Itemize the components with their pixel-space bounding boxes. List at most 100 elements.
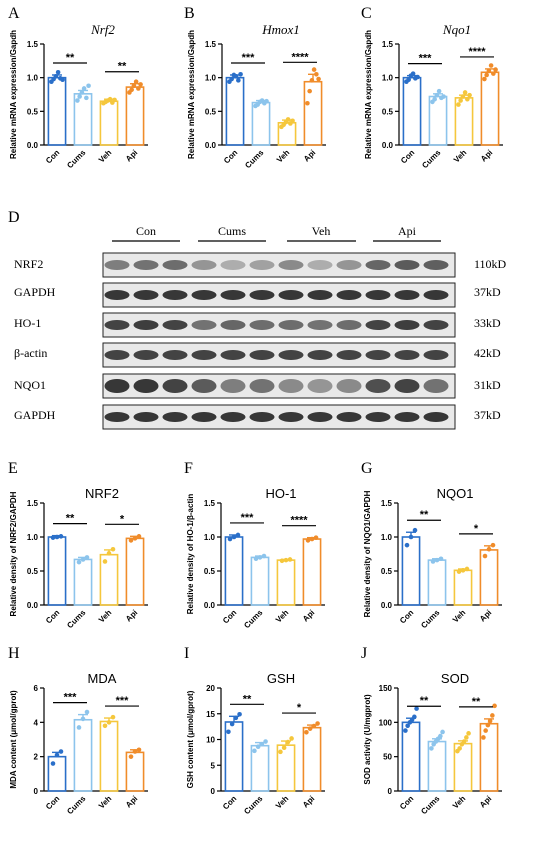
bar (302, 538, 322, 606)
data-point (456, 102, 461, 107)
bar (99, 100, 119, 146)
blot-band (336, 412, 362, 422)
category-label: Api (301, 608, 316, 623)
data-point (53, 74, 59, 79)
blot-band (104, 290, 130, 300)
category-label: Veh (97, 608, 114, 625)
y-tick-label: 4 (34, 718, 39, 727)
category-label: Api (478, 608, 493, 623)
wb-size-label: 33kD (474, 316, 501, 330)
data-point (405, 723, 410, 729)
data-point (482, 76, 487, 82)
y-tick-label: 1.5 (204, 499, 216, 508)
wb-size-label: 42kD (474, 346, 501, 360)
y-tick-label: 1.5 (205, 40, 217, 49)
y-axis-label: SOD activity (U/mgprot) (363, 694, 372, 785)
bar (47, 755, 67, 792)
data-point (415, 74, 420, 80)
bar (479, 722, 499, 792)
blot-band (104, 350, 130, 360)
chart-title: Nqo1 (442, 22, 471, 37)
blot-band (278, 320, 304, 330)
category-label: Veh (274, 794, 291, 811)
blot-band (278, 290, 304, 300)
data-point (430, 559, 436, 564)
blot-band (162, 412, 188, 422)
data-point (84, 709, 90, 715)
chart-panel-a: A Nrf2 Relative mRNA expression/Gapdh 0.0 0.… (8, 5, 148, 170)
category-label: Con (399, 148, 416, 165)
blot-band (394, 350, 420, 360)
wb-group-label: Cums (218, 224, 246, 238)
blot-band (423, 320, 449, 330)
data-point (285, 117, 291, 122)
panel-letter: J (361, 645, 367, 662)
category-label: Api (124, 608, 139, 623)
data-point (490, 542, 496, 548)
significance-label: ** (66, 52, 75, 64)
bar (125, 751, 145, 792)
y-tick-label: 0.0 (205, 141, 217, 150)
data-point (54, 534, 60, 540)
data-point (436, 88, 442, 94)
y-tick-label: 0 (211, 787, 216, 796)
y-axis-label: MDA content (μmol/gprot) (9, 690, 18, 789)
y-tick-label: 0 (388, 787, 393, 796)
y-axis-label: Relative mRNA expression/Gapdh (9, 30, 18, 159)
data-point (77, 94, 82, 99)
data-point (307, 726, 313, 731)
y-axis-label: Relative mRNA expression/Gapdh (187, 30, 196, 159)
wb-row-label: HO-1 (14, 316, 41, 330)
wb-group-label: Veh (312, 224, 331, 238)
data-point (75, 98, 80, 103)
blot-band (104, 379, 130, 393)
chart-panel-j: J SOD SOD activity (U/mgprot) 0 50 100 150 Con C… (361, 645, 502, 816)
blot-band (336, 350, 362, 360)
blot-band (394, 320, 420, 330)
wb-size-label: 37kD (474, 408, 501, 422)
data-point (466, 731, 471, 736)
blot-band (220, 290, 246, 300)
data-point (231, 534, 237, 540)
blot-band (249, 260, 275, 270)
y-tick-label: 0.5 (382, 107, 394, 116)
data-point (106, 720, 112, 725)
data-point (485, 722, 491, 728)
bar (402, 76, 422, 146)
panel-letter: A (8, 5, 20, 22)
data-point (50, 535, 56, 540)
blot-band (365, 379, 391, 393)
blot-band (365, 412, 391, 422)
data-point (482, 553, 488, 559)
category-label: Veh (97, 148, 114, 165)
category-label: Con (44, 608, 61, 625)
data-point (128, 754, 134, 759)
data-point (410, 71, 416, 76)
blot-band (365, 260, 391, 270)
blot-band (249, 412, 275, 422)
category-label: Cums (242, 608, 264, 630)
chart-title: MDA (88, 671, 117, 686)
data-point (490, 713, 495, 718)
data-point (464, 566, 470, 572)
blot-band (249, 350, 275, 360)
significance-label: ** (66, 513, 75, 525)
bar (47, 536, 67, 606)
data-point (491, 71, 496, 76)
data-point (307, 88, 312, 94)
chart-panel-h: H MDA MDA content (μmol/gprot) 0 2 4 6 Con Cums V… (8, 645, 148, 816)
panel-letter: F (184, 460, 193, 477)
y-tick-label: 50 (383, 753, 392, 762)
data-point (412, 527, 418, 533)
significance-label: ** (472, 696, 481, 708)
data-point (128, 538, 134, 543)
data-point (313, 535, 319, 540)
data-point (138, 82, 143, 87)
blot-band (191, 320, 217, 330)
blot-band (133, 290, 159, 300)
data-point (493, 67, 498, 72)
category-label: Api (479, 148, 494, 163)
y-tick-label: 1.5 (27, 499, 39, 508)
chart-panel-f: F HO-1 Relative density of HO-1/β-actin 0.0… (184, 460, 325, 630)
blot-band (191, 260, 217, 270)
